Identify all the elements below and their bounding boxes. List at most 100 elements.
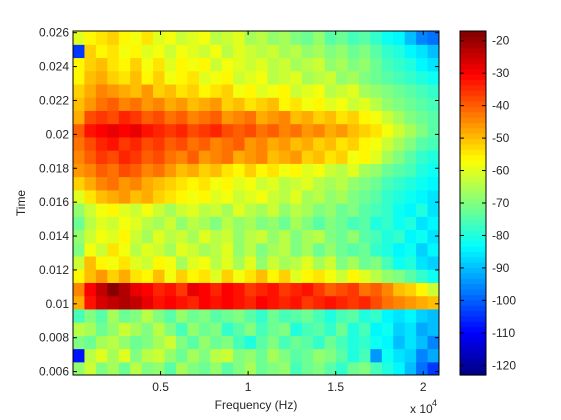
heatmap-cell: [221, 322, 234, 336]
heatmap-cell: [175, 136, 188, 151]
heatmap-cell: [427, 322, 439, 336]
colorbar-strip: [460, 294, 486, 301]
heatmap-cell: [187, 282, 200, 297]
heatmap-cell: [198, 335, 211, 350]
heatmap-cell: [187, 70, 200, 85]
heatmap-cell: [404, 322, 417, 336]
heatmap-cell: [381, 229, 394, 244]
heatmap-cell: [153, 282, 166, 297]
heatmap-cell: [198, 308, 211, 323]
heatmap-cell: [73, 361, 86, 375]
heatmap-cell: [427, 163, 439, 178]
heatmap-cell: [73, 123, 86, 138]
colorbar-strip: [460, 149, 486, 156]
heatmap-cell: [210, 255, 223, 270]
heatmap-cell: [393, 282, 406, 297]
heatmap-cell: [313, 189, 326, 204]
heatmap-cell: [256, 361, 269, 375]
heatmap-cell: [313, 97, 326, 111]
heatmap-cell: [244, 269, 257, 283]
heatmap-cell: [324, 203, 337, 217]
heatmap-cell: [210, 44, 223, 59]
heatmap-cell: [84, 163, 97, 178]
heatmap-cell: [210, 31, 223, 45]
heatmap-cell: [164, 163, 177, 178]
heatmap-cell: [210, 216, 223, 231]
heatmap-cell: [290, 361, 303, 375]
heatmap-cell: [404, 295, 417, 310]
heatmap-cell: [164, 150, 177, 164]
heatmap-cell: [381, 242, 394, 257]
heatmap-cell: [233, 348, 246, 363]
heatmap-cell: [290, 216, 303, 231]
heatmap-cell: [267, 229, 280, 244]
heatmap-cell: [210, 295, 223, 310]
heatmap-cell: [358, 308, 371, 323]
heatmap-cell: [84, 269, 97, 283]
heatmap-cell: [153, 203, 166, 217]
heatmap-cell: [130, 136, 143, 151]
heatmap-cell: [301, 242, 314, 257]
heatmap-cell: [256, 295, 269, 310]
heatmap-cell: [107, 348, 120, 363]
heatmap-cell: [73, 189, 86, 204]
heatmap-cell: [427, 203, 439, 217]
heatmap-cell: [130, 295, 143, 310]
colorbar-strip: [460, 143, 486, 150]
heatmap-cell: [141, 322, 154, 336]
heatmap-cell: [256, 335, 269, 350]
heatmap-cell: [381, 269, 394, 283]
heatmap-cell: [95, 216, 108, 231]
heatmap-cell: [267, 110, 280, 125]
heatmap-cell: [347, 203, 360, 217]
heatmap-cell: [404, 31, 417, 45]
heatmap-cell: [267, 136, 280, 151]
heatmap-cell: [153, 70, 166, 85]
heatmap-cell: [256, 216, 269, 231]
heatmap-cell: [153, 176, 166, 191]
x-tick-label: 2: [420, 380, 427, 394]
heatmap-cell: [290, 348, 303, 363]
heatmap-cell: [141, 203, 154, 217]
heatmap-cell: [370, 269, 383, 283]
heatmap-cell: [198, 203, 211, 217]
heatmap-cell: [73, 348, 86, 363]
heatmap-cell: [267, 269, 280, 283]
heatmap-cell: [256, 308, 269, 323]
heatmap-cell: [95, 70, 108, 85]
heatmap-cell: [347, 83, 360, 98]
heatmap-cell: [347, 282, 360, 297]
heatmap-cell: [198, 322, 211, 336]
colorbar-tick-label: -20: [492, 34, 510, 48]
heatmap-cell: [164, 322, 177, 336]
heatmap-cell: [313, 229, 326, 244]
heatmap-cell: [210, 83, 223, 98]
heatmap-cell: [313, 242, 326, 257]
heatmap-cell: [141, 70, 154, 85]
heatmap-cell: [324, 136, 337, 151]
heatmap-cell: [427, 255, 439, 270]
heatmap-cell: [73, 150, 86, 164]
heatmap-cell: [313, 176, 326, 191]
heatmap-cell: [267, 322, 280, 336]
heatmap-cell: [233, 242, 246, 257]
heatmap-cell: [221, 110, 234, 125]
heatmap-cell: [118, 136, 131, 151]
heatmap-cell: [73, 255, 86, 270]
heatmap-cell: [301, 163, 314, 178]
heatmap-cell: [404, 282, 417, 297]
heatmap-cell: [267, 242, 280, 257]
heatmap-cell: [107, 203, 120, 217]
heatmap-cell: [244, 282, 257, 297]
heatmap-cell: [244, 57, 257, 72]
heatmap-cell: [107, 97, 120, 111]
heatmap-cell: [324, 282, 337, 297]
heatmap-cell: [153, 269, 166, 283]
heatmap-cell: [393, 295, 406, 310]
heatmap-cell: [107, 255, 120, 270]
heatmap-cell: [130, 31, 143, 45]
heatmap-cell: [141, 97, 154, 111]
heatmap-cell: [95, 255, 108, 270]
heatmap-cell: [427, 308, 439, 323]
